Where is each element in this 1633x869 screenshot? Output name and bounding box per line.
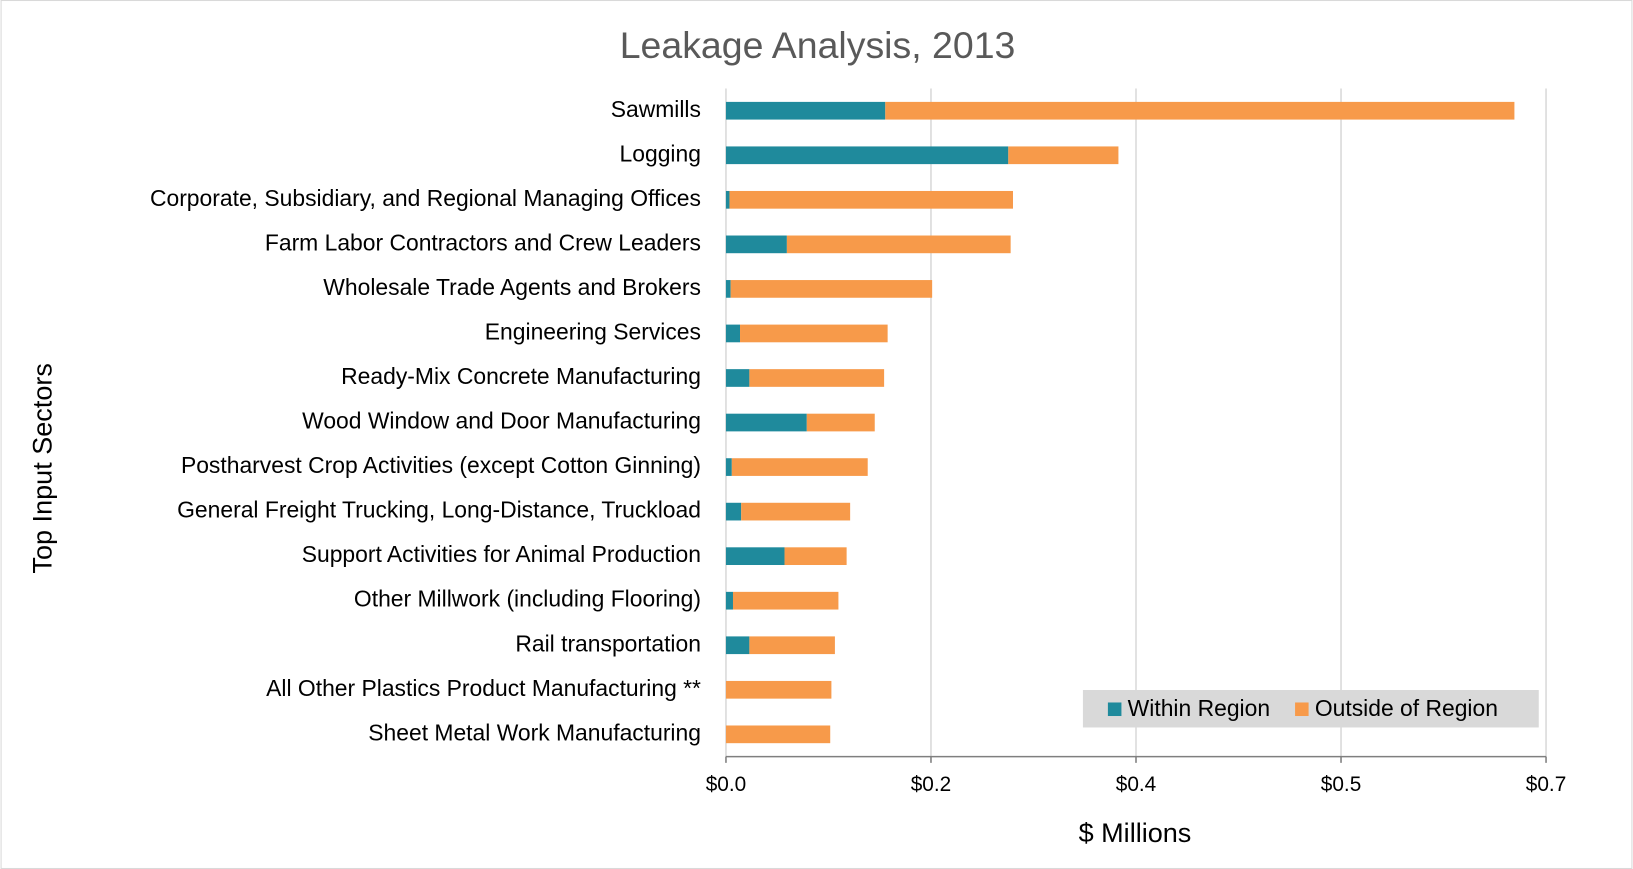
y-tick-label: Rail transportation xyxy=(515,630,701,656)
bar-segment xyxy=(1008,146,1119,165)
x-axis-label: $ Millions xyxy=(1079,818,1192,848)
y-tick-label: Sheet Metal Work Manufacturing xyxy=(368,719,701,745)
legend-swatch xyxy=(1295,702,1309,717)
bar-segment xyxy=(732,591,839,610)
bar-segment xyxy=(786,235,1011,254)
bar-segment xyxy=(725,725,831,744)
y-tick-label: Wholesale Trade Agents and Brokers xyxy=(323,274,701,300)
y-tick-label: Engineering Services xyxy=(485,318,701,344)
bar-segment xyxy=(885,101,1515,120)
bar-segment xyxy=(725,636,750,655)
bar-segment xyxy=(725,235,787,254)
x-tick-label: $0.7 xyxy=(1526,773,1566,796)
bar-segment xyxy=(725,413,807,432)
bar-segment xyxy=(749,369,885,387)
bar-segment xyxy=(730,280,933,298)
bar-segment xyxy=(741,502,851,521)
y-tick-label: General Freight Trucking, Long-Distance,… xyxy=(177,497,701,523)
bar-segment xyxy=(725,146,1009,165)
bar-segment xyxy=(740,324,888,343)
bar-segment xyxy=(725,101,886,120)
bar-segment xyxy=(725,280,731,298)
legend-label: Outside of Region xyxy=(1315,695,1498,721)
y-tick-label: Support Activities for Animal Production xyxy=(302,541,701,567)
y-axis-label: Top Input Sectors xyxy=(27,363,57,574)
y-tick-label: Wood Window and Door Manufacturing xyxy=(302,408,701,434)
bar-segment xyxy=(725,324,741,343)
bar-segment xyxy=(725,502,742,521)
y-tick-label: Sawmills xyxy=(611,96,701,122)
y-tick-label: Logging xyxy=(620,140,701,166)
x-tick-label: $0.5 xyxy=(1321,773,1361,796)
y-tick-label: Corporate, Subsidiary, and Regional Mana… xyxy=(150,185,701,211)
bar-segment xyxy=(725,680,832,699)
x-tick-label: $0.2 xyxy=(911,773,951,796)
legend-box xyxy=(1082,689,1539,728)
chart-title: Leakage Analysis, 2013 xyxy=(620,24,1016,66)
bar-segment xyxy=(784,547,847,566)
y-tick-label: All Other Plastics Product Manufacturing… xyxy=(266,675,701,701)
bar-segment xyxy=(725,547,785,566)
bar-segment xyxy=(731,458,868,476)
bar-segment xyxy=(806,413,875,432)
y-tick-label: Postharvest Crop Activities (except Cott… xyxy=(181,452,701,478)
bar-segment xyxy=(729,190,1013,209)
y-tick-label: Ready-Mix Concrete Manufacturing xyxy=(341,363,701,389)
legend-swatch xyxy=(1107,702,1122,717)
y-tick-label: Other Millwork (including Flooring) xyxy=(354,586,701,612)
y-tick-label: Farm Labor Contractors and Crew Leaders xyxy=(265,229,701,255)
x-tick-label: $0.0 xyxy=(706,773,746,796)
bar-segment xyxy=(749,636,835,655)
legend-label: Within Region xyxy=(1128,695,1270,721)
bar-segment xyxy=(725,591,733,610)
bar-segment xyxy=(725,369,750,387)
bar-segment xyxy=(725,458,732,476)
x-tick-label: $0.4 xyxy=(1116,773,1156,796)
bar-segment xyxy=(725,190,730,209)
